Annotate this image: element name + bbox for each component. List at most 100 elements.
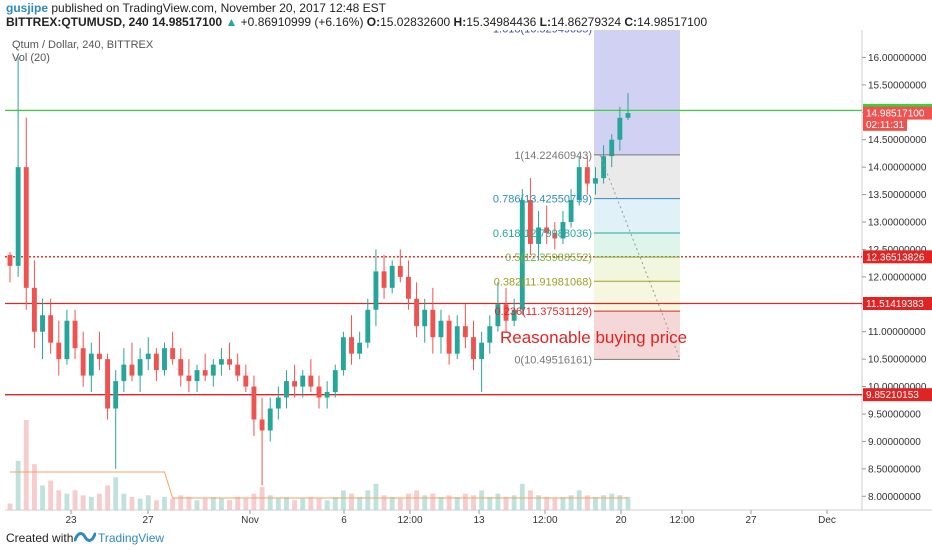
candle-body (194, 370, 200, 382)
chart-header: gusjipe published on TradingView.com, No… (0, 0, 932, 30)
candle-body (145, 353, 151, 360)
volume-bar (471, 495, 476, 510)
volume-bar (406, 493, 411, 510)
volume-ma-line (10, 471, 628, 499)
fib-level-label: 1.618(16.52949035) (493, 30, 592, 35)
volume-bar (308, 496, 314, 510)
x-tick-label: Dec (818, 515, 836, 526)
candle-body (446, 320, 452, 354)
volume-bar (243, 498, 249, 510)
candle-body (292, 381, 298, 387)
candle-body (381, 271, 387, 288)
y-tick-label: 15.50000000 (868, 80, 927, 91)
candle-body (178, 359, 184, 376)
candle-body (414, 298, 420, 327)
volume-bar (462, 493, 468, 510)
volume-bar (365, 490, 371, 510)
time-axis[interactable]: 23 27 Nov 6 12:00 13 12:00 20 12:00 27 Dec (65, 510, 836, 526)
volume-bar (487, 496, 493, 510)
volume-bar (373, 483, 379, 510)
volume-bar (617, 495, 623, 510)
candle-body (340, 337, 346, 371)
candle-body (422, 309, 428, 327)
volume-bar (259, 487, 265, 510)
candle-body (259, 419, 265, 431)
volume-bar (479, 490, 485, 510)
x-tick-label: 27 (745, 515, 757, 526)
y-tick-label: 8.50000000 (868, 464, 921, 475)
fib-band (594, 30, 680, 155)
fib-band (594, 154, 680, 199)
y-tick-label: 9.00000000 (868, 437, 921, 448)
candle-body (308, 375, 314, 387)
volume-bar (97, 493, 102, 510)
volume-bar (552, 498, 558, 510)
price-tag-label: 9.85210153 (866, 390, 919, 401)
volume-bar (584, 495, 590, 510)
volume-bar (511, 495, 517, 510)
low-label: L: (539, 15, 551, 29)
change-arrow-icon: ▲ (225, 15, 238, 29)
volume-bar (609, 493, 615, 510)
candle-body (479, 342, 485, 360)
candle-body (275, 397, 281, 409)
candle-body (519, 200, 525, 310)
volume-bar (495, 493, 501, 510)
high-value: 15.34984436 (466, 15, 537, 29)
tradingview-brand[interactable]: TradingView (98, 531, 165, 545)
volume-bar (389, 496, 395, 510)
x-tick-label: Nov (241, 515, 259, 526)
change-value: +0.86910999 (+6.16%) (240, 15, 364, 29)
volume-bar (218, 498, 224, 510)
candle-body (31, 287, 37, 332)
fib-band (594, 257, 680, 282)
candle-body (170, 348, 176, 360)
volume-bar (105, 485, 111, 510)
y-tick-label: 13.50000000 (868, 190, 927, 201)
volume-bar (527, 490, 533, 510)
y-tick-label: 14.00000000 (868, 163, 927, 174)
volume-bar (568, 495, 574, 510)
fib-level-label: 1(14.22460943) (514, 150, 592, 162)
candle-body (129, 364, 135, 376)
volume-bar (381, 495, 387, 510)
close-value: 14.98517100 (637, 15, 708, 29)
fib-level-label: 0(10.49516161) (514, 354, 592, 366)
volume-bar (430, 493, 436, 510)
high-label: H: (453, 15, 467, 29)
volume-bar (300, 498, 306, 510)
volume-bar (186, 496, 192, 510)
volume-bar (7, 503, 13, 510)
candle-body (186, 375, 192, 382)
candle-body (349, 337, 354, 354)
price-tag-bg (863, 106, 932, 120)
volume-bar (145, 495, 151, 510)
candle-body (40, 315, 45, 332)
candle-body (527, 200, 533, 244)
volume-bar (88, 496, 94, 510)
candle-body (536, 227, 541, 244)
candle-body (552, 232, 558, 239)
candle-body (218, 359, 224, 365)
price-tag-bg (863, 117, 907, 131)
candle-body (210, 364, 216, 376)
fib-level-label: 0.618(12.79988036) (493, 228, 592, 240)
volume-bar (121, 493, 127, 510)
candle-body (593, 178, 598, 184)
candle-body (576, 167, 582, 201)
candle-body (584, 167, 590, 184)
candle-body (373, 271, 379, 310)
candle-body (300, 375, 306, 387)
volume-bar (316, 498, 322, 510)
y-tick-label: 11.00000000 (868, 327, 926, 338)
candle-body (625, 113, 631, 118)
volume-bar (113, 477, 119, 510)
volume-bar (503, 496, 509, 510)
fib-band (594, 198, 680, 233)
volume-bar (267, 495, 273, 510)
candle-body (162, 348, 167, 371)
fib-trend-line (599, 154, 681, 360)
y-tick-label: 9.50000000 (868, 410, 921, 421)
price-chart[interactable]: 1.618(16.52949035) 1(14.22460943) 0.786(13… (0, 30, 932, 526)
author-link[interactable]: gusjipe (6, 1, 49, 15)
